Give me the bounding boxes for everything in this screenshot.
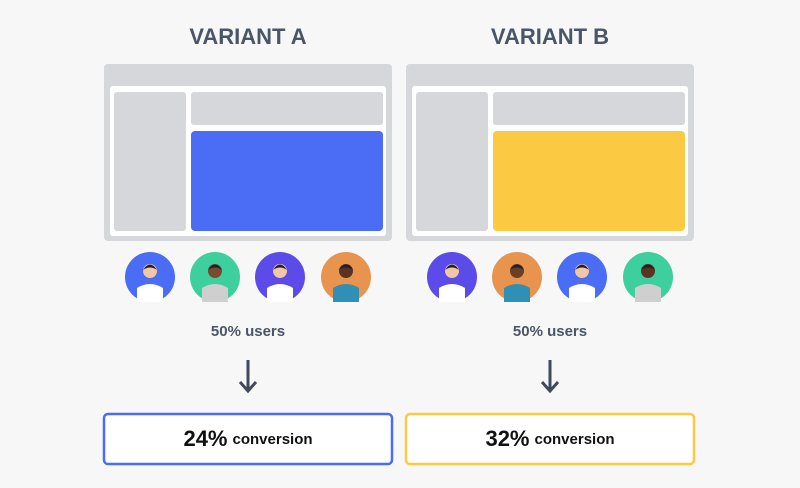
avatar-body <box>569 284 595 302</box>
user-avatar <box>557 252 607 302</box>
avatar-hair <box>575 264 589 270</box>
variant-title: VARIANT B <box>491 24 609 49</box>
avatar-body <box>137 284 163 302</box>
user-avatar <box>427 252 477 302</box>
avatar-hair <box>208 264 222 270</box>
arrow-head <box>540 381 560 394</box>
user-avatar <box>255 252 305 302</box>
mockup-sidebar <box>114 92 186 231</box>
result-label: conversion <box>233 431 313 448</box>
users-label: 50% users <box>513 323 587 340</box>
users-label: 50% users <box>211 323 285 340</box>
avatar-hair <box>273 264 287 270</box>
mockup-header <box>493 92 685 125</box>
mockup-content <box>493 131 685 231</box>
result-label: conversion <box>535 431 615 448</box>
user-avatar <box>125 252 175 302</box>
variant-b: VARIANT B 50% users 32% conversion <box>404 24 696 466</box>
avatar-hair <box>641 264 655 270</box>
avatar-body <box>202 284 228 302</box>
result-box <box>404 412 696 466</box>
user-avatar <box>321 252 371 302</box>
result-value: 24% <box>183 426 227 451</box>
user-avatar <box>492 252 542 302</box>
result-text: 32% conversion <box>485 426 614 451</box>
arrow-head <box>238 381 258 394</box>
result-box <box>102 412 394 466</box>
avatar-body <box>635 284 661 302</box>
avatar-hair <box>143 264 157 270</box>
avatar-hair <box>510 264 524 270</box>
avatar-body <box>504 284 530 302</box>
variant-title: VARIANT A <box>189 24 306 49</box>
avatar-hair <box>339 264 353 270</box>
user-avatar <box>190 252 240 302</box>
avatar-hair <box>445 264 459 270</box>
mockup-header <box>191 92 383 125</box>
avatar-body <box>267 284 293 302</box>
avatar-body <box>439 284 465 302</box>
user-avatar <box>623 252 673 302</box>
mockup-content <box>191 131 383 231</box>
avatar-body <box>333 284 359 302</box>
mockup-sidebar <box>416 92 488 231</box>
result-text: 24% conversion <box>183 426 312 451</box>
result-value: 32% <box>485 426 529 451</box>
variant-a: VARIANT A 50% users 24% conversion <box>102 24 394 466</box>
